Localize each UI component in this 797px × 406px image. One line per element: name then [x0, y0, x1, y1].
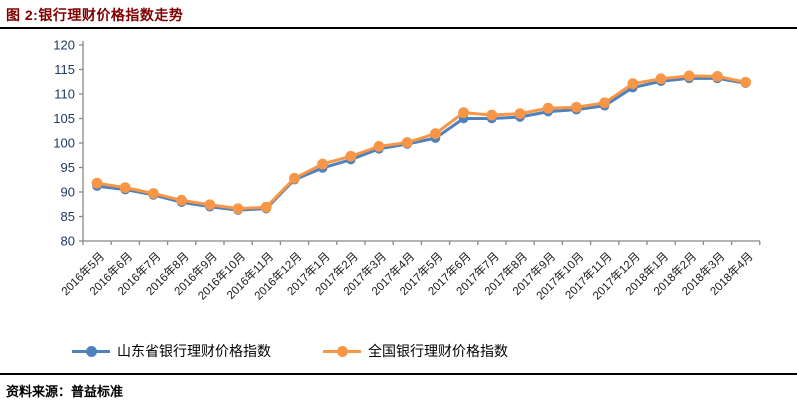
data-point-marker: [148, 188, 159, 199]
y-tick-label: 120: [53, 38, 75, 53]
source-note: 资料来源：普益标准: [6, 384, 124, 399]
y-tick-label: 110: [54, 87, 75, 102]
title-divider: [0, 27, 797, 29]
data-point-marker: [289, 172, 300, 184]
footer-divider: [0, 373, 797, 375]
data-point-marker: [91, 177, 103, 189]
data-point-marker: [683, 70, 695, 82]
data-point-marker: [176, 194, 188, 206]
data-point-marker: [430, 128, 441, 140]
series-line-0: [96, 76, 746, 212]
data-point-marker: [458, 107, 469, 119]
data-point-marker: [260, 201, 272, 213]
data-point-marker: [401, 137, 413, 148]
data-point-marker: [345, 150, 357, 162]
data-point-marker: [119, 182, 131, 193]
data-point-marker: [317, 158, 328, 170]
data-point-marker: [740, 76, 751, 88]
data-point-marker: [571, 101, 582, 113]
data-point-marker: [204, 199, 216, 211]
data-point-marker: [542, 102, 554, 114]
chart-legend: 山东省银行理财价格指数 全国银行理财价格指数: [72, 341, 508, 361]
y-tick-label: 95: [61, 160, 75, 175]
legend-line-marker-icon: [323, 345, 361, 357]
data-point-marker: [373, 141, 385, 152]
data-point-marker: [627, 78, 639, 90]
data-point-marker: [514, 108, 526, 119]
figure-title: 图 2:银行理财价格指数走势: [6, 7, 184, 23]
legend-line-marker-icon: [72, 345, 110, 357]
legend-label: 全国银行理财价格指数: [368, 343, 508, 359]
y-tick-label: 115: [54, 62, 75, 77]
data-point-marker: [232, 203, 244, 215]
line-chart: 80 85 90 95 100 105 110 115 120 2016年5月 2016年6月 201…: [0, 30, 797, 330]
y-tick-label: 80: [61, 234, 75, 249]
data-point-marker: [486, 109, 498, 121]
legend-item-0: 山东省银行理财价格指数: [72, 341, 271, 361]
y-tick-label: 90: [61, 185, 75, 200]
chart-canvas: 808590951001051101151202016年5月2016年6月201…: [53, 38, 761, 303]
y-tick-label: 100: [53, 136, 75, 151]
data-point-marker: [655, 73, 667, 85]
legend-item-1: 全国银行理财价格指数: [323, 341, 508, 361]
legend-label: 山东省银行理财价格指数: [117, 343, 271, 359]
data-point-marker: [599, 97, 610, 109]
data-point-marker: [712, 70, 723, 82]
y-tick-label: 105: [53, 111, 75, 126]
y-tick-label: 85: [61, 209, 75, 224]
